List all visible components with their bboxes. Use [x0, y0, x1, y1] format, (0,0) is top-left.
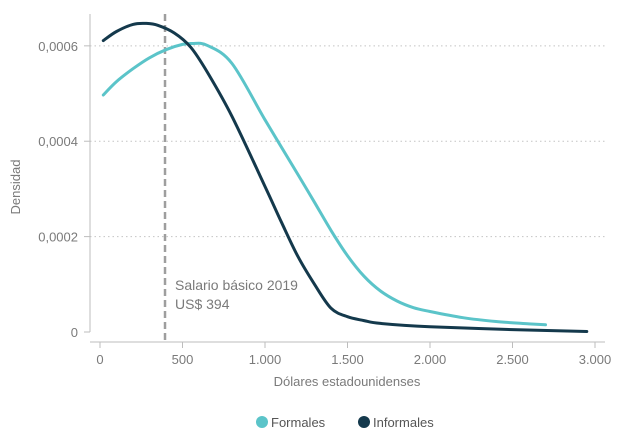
legend-label-informales: Informales [373, 415, 434, 429]
reference-line-value: US$ 394 [175, 296, 230, 312]
x-tick-label: 3.000 [579, 352, 612, 367]
gridlines [90, 45, 605, 238]
y-tick-label: 0,0006 [38, 39, 78, 54]
x-tick-label: 2.500 [496, 352, 529, 367]
series-lines [101, 21, 589, 333]
y-tick-label: 0,0002 [38, 230, 78, 245]
x-tick-label: 0 [96, 352, 103, 367]
legend: Formales Informales [256, 415, 434, 429]
legend-swatch-formales [256, 416, 268, 428]
x-axis-title: Dólares estadounidenses [274, 374, 421, 389]
y-axis-title: Densidad [8, 160, 23, 215]
x-tick-label: 1.500 [331, 352, 364, 367]
y-axis-ticks: 0 0,0002 0,0004 0,0006 [38, 39, 90, 340]
legend-swatch-informales [358, 416, 370, 428]
reference-line-label: Salario básico 2019 [175, 277, 298, 293]
series-line-informales [101, 21, 589, 333]
y-tick-label: 0 [71, 325, 78, 340]
x-tick-label: 500 [172, 352, 194, 367]
x-axis-ticks: 0 500 1.000 1.500 2.000 2.500 3.000 [96, 342, 611, 367]
series-line-formales [101, 41, 547, 327]
legend-label-formales: Formales [271, 415, 326, 429]
y-tick-label: 0,0004 [38, 134, 78, 149]
x-tick-label: 1.000 [249, 352, 282, 367]
x-tick-label: 2.000 [414, 352, 447, 367]
